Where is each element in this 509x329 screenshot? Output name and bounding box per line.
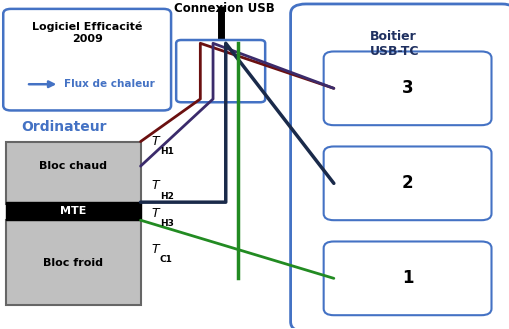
Text: Bloc froid: Bloc froid	[43, 258, 103, 268]
FancyBboxPatch shape	[3, 9, 171, 111]
Text: $T$: $T$	[151, 243, 161, 256]
Text: $T$: $T$	[151, 179, 161, 192]
FancyBboxPatch shape	[176, 40, 265, 102]
Text: 3: 3	[401, 79, 413, 97]
Text: H2: H2	[160, 191, 174, 201]
Text: H3: H3	[160, 219, 174, 228]
Text: H1: H1	[160, 147, 174, 156]
FancyBboxPatch shape	[290, 4, 509, 329]
Text: Boitier
USB-TC: Boitier USB-TC	[369, 30, 418, 58]
Text: $T$: $T$	[151, 135, 161, 148]
FancyBboxPatch shape	[323, 241, 491, 315]
Text: 2: 2	[401, 174, 413, 192]
Text: $T$: $T$	[151, 207, 161, 220]
Text: Flux de chaleur: Flux de chaleur	[64, 79, 155, 89]
FancyBboxPatch shape	[6, 202, 140, 220]
Text: Logiciel Efficacité
2009: Logiciel Efficacité 2009	[32, 22, 142, 44]
Text: 1: 1	[401, 269, 412, 287]
Text: MTE: MTE	[60, 206, 86, 216]
Text: C1: C1	[160, 255, 173, 265]
Text: Bloc chaud: Bloc chaud	[39, 161, 107, 171]
Text: Connexion USB: Connexion USB	[174, 2, 274, 15]
FancyBboxPatch shape	[6, 141, 140, 204]
FancyBboxPatch shape	[6, 220, 140, 305]
FancyBboxPatch shape	[323, 51, 491, 125]
Text: Ordinateur: Ordinateur	[21, 120, 106, 134]
FancyBboxPatch shape	[323, 146, 491, 220]
